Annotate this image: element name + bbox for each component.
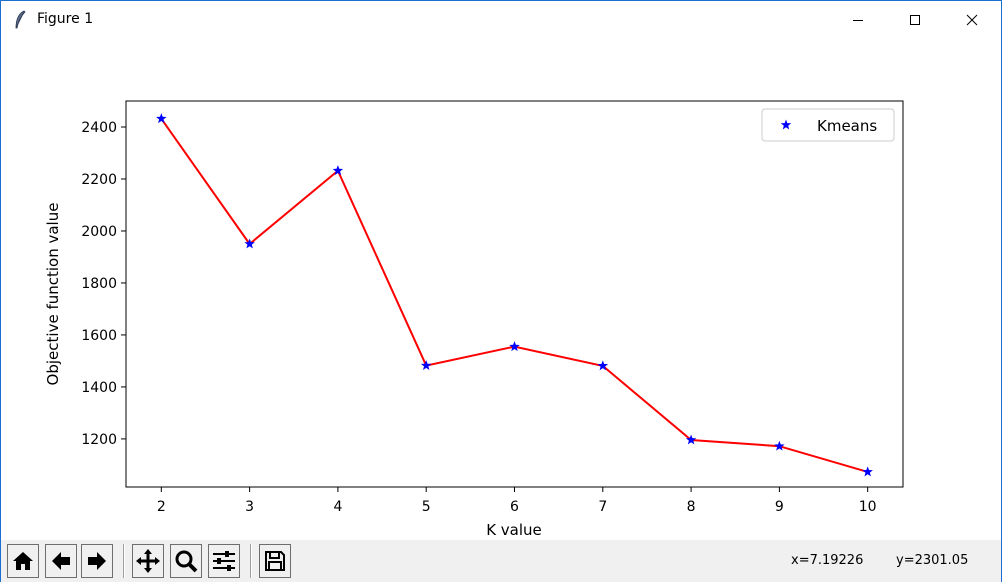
x-tick-label: 3	[245, 499, 254, 515]
pan-button[interactable]	[132, 544, 164, 578]
y-tick-label: 1400	[81, 380, 117, 396]
legend: Kmeans	[761, 108, 895, 142]
y-tick-label: 2200	[81, 172, 117, 188]
y-tick-label: 1200	[81, 432, 117, 448]
data-point	[685, 434, 697, 445]
figure-canvas[interactable]: 1200 1400 1600 1800 2000 2200 2400 2 3 4 5 6 7 8 9 10 …	[1, 39, 1001, 539]
x-tick-label: 4	[333, 499, 342, 515]
feather-icon	[15, 10, 26, 29]
minimize-icon	[853, 20, 863, 21]
legend-marker	[780, 119, 792, 130]
maximize-icon	[910, 15, 920, 25]
navigation-toolbar: x=7.19226 y=2301.05	[1, 540, 1001, 582]
y-tick-label: 1600	[81, 328, 117, 344]
zoom-button[interactable]	[170, 544, 202, 578]
data-point	[244, 238, 255, 249]
forward-button[interactable]	[81, 544, 113, 578]
y-tick-label: 2000	[81, 224, 117, 240]
x-tick-label: 10	[859, 499, 877, 515]
data-point	[332, 165, 344, 176]
x-tick-label: 7	[598, 499, 607, 515]
x-axis: 2 3 4 5 6 7 8 9 10	[157, 487, 877, 515]
series-markers	[156, 113, 873, 477]
save-button[interactable]	[259, 544, 291, 578]
maximize-button[interactable]	[892, 1, 938, 39]
arrow-left-icon	[52, 552, 70, 570]
x-tick-label: 9	[775, 499, 784, 515]
y-tick-label: 2400	[81, 120, 117, 136]
floppy-disk-icon	[265, 551, 285, 571]
x-tick-label: 5	[422, 499, 431, 515]
cursor-y-readout: y=2301.05	[896, 553, 969, 568]
data-point	[509, 341, 520, 352]
data-point	[420, 360, 432, 371]
x-tick-label: 2	[157, 499, 166, 515]
data-point	[156, 113, 167, 124]
minimize-button[interactable]	[835, 1, 881, 39]
y-axis-label: Objective function value	[44, 203, 62, 386]
y-axis: 1200 1400 1600 1800 2000 2200 2400	[81, 120, 126, 448]
cursor-x-readout: x=7.19226	[791, 553, 864, 568]
back-button[interactable]	[45, 544, 77, 578]
x-axis-label: K value	[486, 521, 542, 539]
home-button[interactable]	[7, 544, 39, 578]
data-point	[597, 360, 609, 371]
data-point	[774, 440, 785, 451]
move-icon	[136, 549, 160, 573]
x-tick-label: 8	[687, 499, 696, 515]
arrow-right-icon	[88, 552, 106, 570]
home-icon	[13, 552, 33, 570]
data-point	[862, 466, 873, 477]
configure-subplots-button[interactable]	[208, 544, 240, 578]
toolbar-separator	[250, 544, 252, 578]
magnifier-icon	[175, 550, 198, 573]
legend-frame	[761, 108, 895, 142]
close-icon	[966, 14, 978, 26]
title-bar: Figure 1	[1, 1, 1001, 39]
legend-label: Kmeans	[817, 117, 877, 135]
plot-area	[125, 100, 904, 488]
toolbar-separator	[123, 544, 125, 578]
y-tick-label: 1800	[81, 276, 117, 292]
x-tick-label: 6	[510, 499, 519, 515]
window-title: Figure 1	[37, 11, 94, 27]
sliders-icon	[213, 551, 235, 571]
close-button[interactable]	[949, 1, 995, 39]
